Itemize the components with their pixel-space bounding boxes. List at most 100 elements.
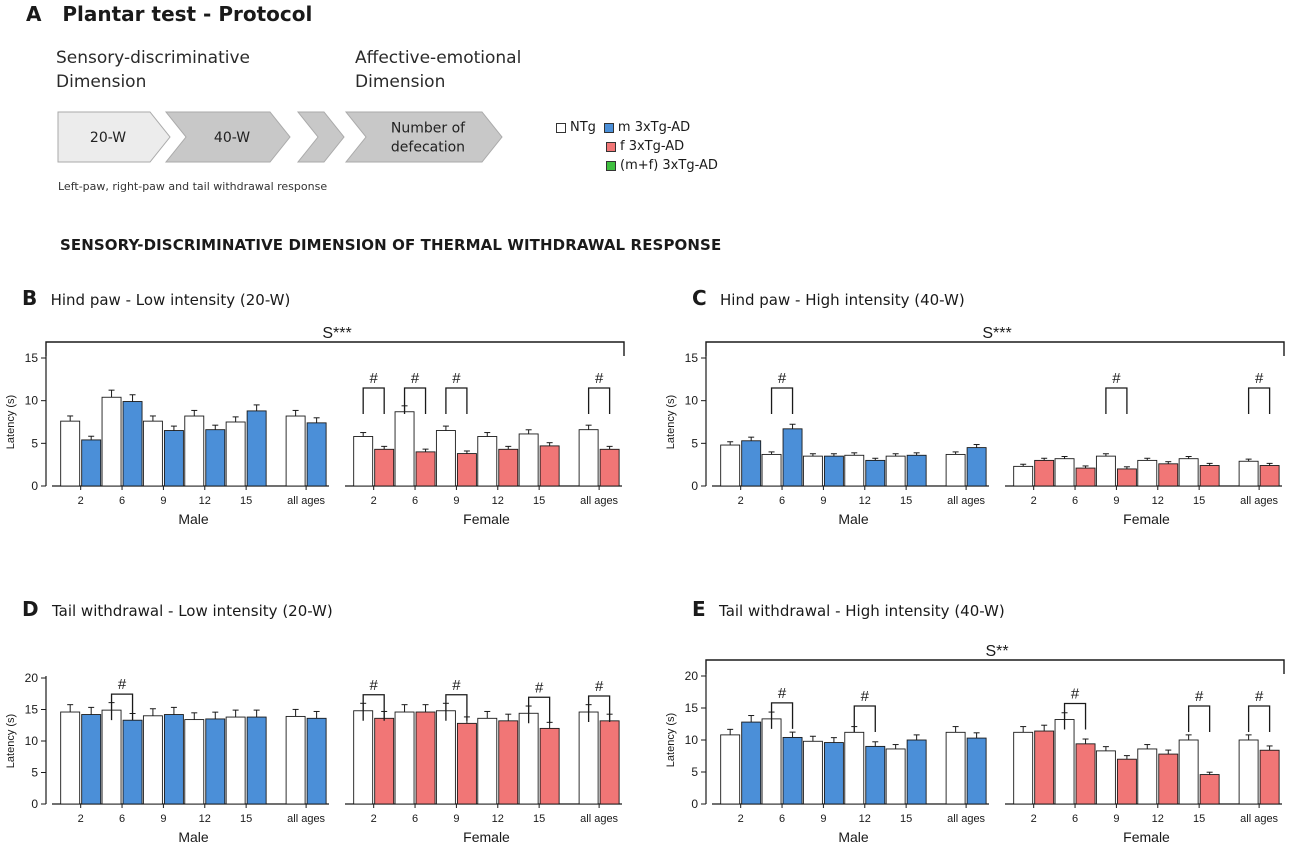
x-tick-label: 12 (199, 813, 211, 825)
bar-ntg (1095, 455, 1116, 487)
x-tick-label: 9 (160, 495, 166, 507)
chart-tail-low: 0 5 10 15 20 Latency (s) 2 6 #9 12 15 all ages Male 2… (5, 671, 622, 844)
x-tick-label: 2 (738, 813, 744, 825)
hash-bracket (770, 387, 794, 414)
hash-bracket (110, 693, 134, 721)
bar-ntg (1013, 731, 1034, 805)
x-tick-label: 2 (78, 495, 84, 507)
bar-3xtg (456, 453, 477, 487)
x-tick-label: 9 (453, 495, 459, 507)
y-tick-label: 20 (25, 671, 39, 685)
bar-3xtg (823, 455, 844, 487)
protocol-arrow-label: defecation (391, 140, 465, 156)
protocol-arrow (57, 111, 171, 163)
y-tick-label: 0 (31, 797, 38, 811)
x-tick-label: 9 (1113, 813, 1119, 825)
bar-ntg (285, 715, 306, 805)
panel-title: Tail withdrawal - High intensity (40-W) (719, 602, 1005, 620)
hash-mark: # (411, 370, 420, 387)
bar-3xtg (1199, 465, 1220, 487)
x-tick-label: 9 (820, 495, 826, 507)
bar-ntg (394, 711, 415, 805)
panel-D-header: D Tail withdrawal - Low intensity (20-W) (22, 597, 333, 621)
hash-mark: # (778, 685, 787, 702)
x-tick-label: 6 (412, 495, 418, 507)
y-tick-label: 10 (25, 734, 39, 748)
significance-bracket (705, 659, 1285, 674)
x-tick-label: 6 (1072, 495, 1078, 507)
legend-swatch (606, 160, 616, 171)
bar-ntg (60, 420, 81, 487)
protocol-arrow-label: Number of (391, 121, 466, 137)
legend-swatch (606, 141, 616, 152)
x-tick-label: 6 (779, 813, 785, 825)
bar-ntg (844, 454, 865, 487)
bar-3xtg (374, 448, 395, 487)
x-tick-label: 15 (900, 813, 912, 825)
bar-ntg (1054, 719, 1075, 805)
bar-ntg (435, 710, 456, 805)
bar-ntg (518, 712, 539, 805)
bar-ntg (184, 719, 205, 805)
x-tick-label: 15 (1193, 813, 1205, 825)
bar-3xtg (163, 430, 184, 487)
bar-3xtg (374, 717, 395, 805)
x-tick-label: 12 (199, 495, 211, 507)
hash-mark: # (861, 688, 870, 705)
legend-label: (m+f) 3xTg-AD (620, 158, 718, 173)
panel-title: Hind paw - High intensity (40-W) (720, 291, 965, 309)
group-label: Male (178, 829, 209, 844)
x-tick-label: 15 (240, 495, 252, 507)
bar-ntg (225, 421, 246, 487)
hash-mark: # (452, 677, 461, 694)
bar-ntg (885, 748, 906, 805)
hash-bracket (1105, 387, 1128, 414)
bar-ntg (720, 734, 741, 805)
bar-3xtg (906, 739, 927, 805)
chart-hind-paw-low: S*** 0 5 10 15 Latency (s) 2 6 9 12 15 all ages Male… (5, 325, 625, 527)
hash-mark: # (535, 679, 544, 696)
hash-bracket (445, 694, 468, 721)
hash-mark: # (1255, 370, 1264, 387)
section-heading: SENSORY-DISCRIMINATIVE DIMENSION OF THER… (60, 236, 722, 254)
y-tick-label: 10 (685, 733, 699, 747)
hash-mark: # (452, 370, 461, 387)
protocol-arrow-label: 40-W (214, 130, 250, 146)
x-tick-label: 12 (492, 813, 504, 825)
x-tick-label: 2 (78, 813, 84, 825)
y-tick-label: 10 (25, 394, 39, 408)
bar-ntg (1178, 458, 1199, 487)
bar-3xtg (865, 459, 886, 487)
hash-mark: # (118, 676, 127, 693)
bar-ntg (101, 396, 122, 487)
bar-ntg (1095, 750, 1116, 805)
hash-mark: # (1071, 686, 1080, 703)
bar-3xtg (205, 429, 226, 487)
protocol-arrow (344, 111, 503, 163)
group-label: Male (838, 511, 869, 527)
bar-3xtg (1158, 753, 1179, 805)
bar-3xtg (81, 439, 102, 487)
panel-letter: E (692, 597, 706, 621)
x-tick-label: all ages (947, 813, 985, 825)
panel-C-header: C Hind paw - High intensity (40-W) (692, 286, 965, 310)
significance-label: S*** (982, 325, 1011, 342)
bar-3xtg (415, 451, 436, 487)
legend-item: m 3xTg-AD (603, 118, 690, 137)
x-tick-label: 15 (533, 813, 545, 825)
hash-mark: # (1195, 688, 1204, 705)
x-tick-label: 6 (779, 495, 785, 507)
affective-label-line-2: Dimension (355, 72, 446, 92)
panel-letter: B (22, 286, 38, 310)
panel-title: Tail withdrawal - Low intensity (20-W) (51, 602, 333, 620)
bar-3xtg (1259, 465, 1280, 487)
bar-3xtg (539, 445, 560, 487)
y-axis-label: Latency (s) (665, 395, 677, 449)
x-tick-label: 12 (1152, 495, 1164, 507)
legend-item: (m+f) 3xTg-AD (606, 156, 718, 175)
bar-3xtg (966, 447, 987, 487)
y-tick-label: 15 (685, 701, 699, 715)
legend-swatch (556, 122, 566, 133)
bar-ntg (844, 731, 865, 805)
affective-dimension-label: Affective-emotional Dimension (355, 46, 521, 94)
